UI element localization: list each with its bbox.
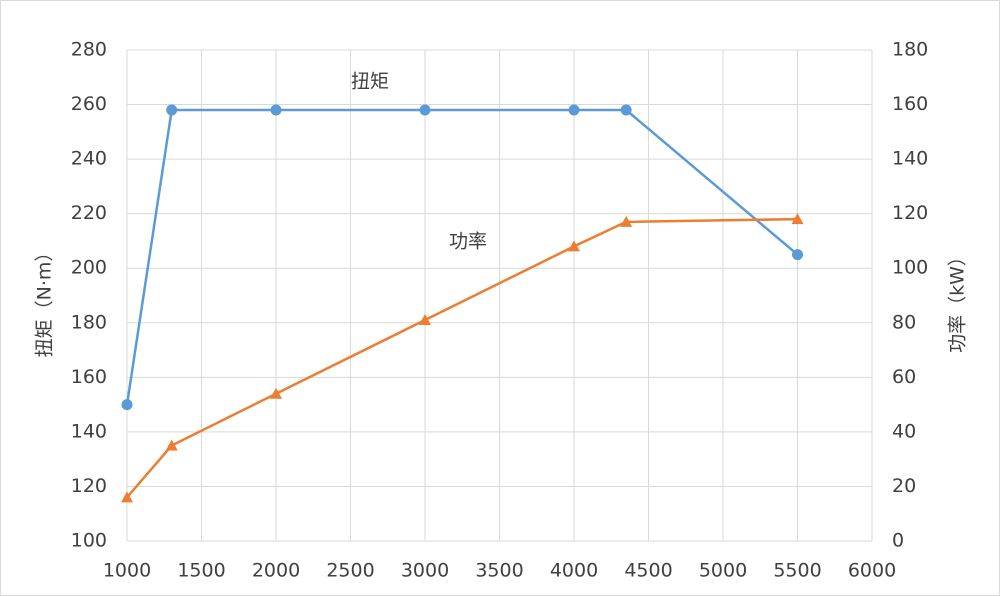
y-tick-label: 160 xyxy=(71,366,107,388)
y2-tick-label: 80 xyxy=(892,311,916,333)
y2-tick-label: 160 xyxy=(892,93,928,115)
data-point xyxy=(620,215,633,227)
y-tick-label: 220 xyxy=(71,202,107,224)
y2-tick-label: 100 xyxy=(892,257,928,279)
y-tick-label: 120 xyxy=(71,475,107,497)
data-point xyxy=(121,399,133,411)
y-tick-label: 180 xyxy=(71,311,107,333)
x-tick-label: 1000 xyxy=(103,560,151,582)
x-tick-label: 5000 xyxy=(699,560,747,582)
data-point xyxy=(121,491,133,503)
x-tick-label: 6000 xyxy=(848,560,896,582)
data-point xyxy=(568,104,580,116)
y-axis-label: 扭矩（N·m） xyxy=(34,243,56,358)
y2-axis-label: 功率（kW） xyxy=(947,247,969,353)
data-point xyxy=(166,104,178,116)
data-point xyxy=(792,249,803,261)
data-point xyxy=(165,439,178,451)
y-tick-label: 260 xyxy=(71,93,107,115)
x-tick-label: 1500 xyxy=(177,560,225,582)
y-tick-label: 240 xyxy=(71,148,107,170)
y2-tick-label: 120 xyxy=(892,202,928,224)
x-tick-label: 2000 xyxy=(252,560,300,582)
series-label: 功率 xyxy=(449,231,487,253)
y-tick-label: 200 xyxy=(71,257,107,279)
y-tick-label: 280 xyxy=(71,39,107,61)
y2-tick-label: 180 xyxy=(892,39,928,61)
y2-tick-label: 140 xyxy=(892,148,928,170)
y-tick-label: 140 xyxy=(71,420,107,442)
y2-tick-label: 60 xyxy=(892,366,916,388)
data-point xyxy=(270,387,282,399)
y-tick-label: 100 xyxy=(71,530,107,552)
data-point xyxy=(419,314,431,326)
y2-tick-label: 40 xyxy=(892,420,916,442)
y2-tick-label: 0 xyxy=(892,530,904,552)
x-tick-label: 5500 xyxy=(773,560,821,582)
x-tick-label: 3000 xyxy=(401,560,449,582)
data-point xyxy=(419,104,431,116)
data-point xyxy=(568,240,580,252)
y2-tick-label: 20 xyxy=(892,475,916,497)
x-tick-label: 4500 xyxy=(624,560,672,582)
x-tick-label: 3500 xyxy=(475,560,523,582)
x-tick-label: 4000 xyxy=(550,560,598,582)
x-tick-label: 2500 xyxy=(326,560,374,582)
data-point xyxy=(791,213,804,225)
data-point xyxy=(270,104,282,116)
data-point xyxy=(620,104,632,116)
series-label: 扭矩 xyxy=(351,71,389,93)
